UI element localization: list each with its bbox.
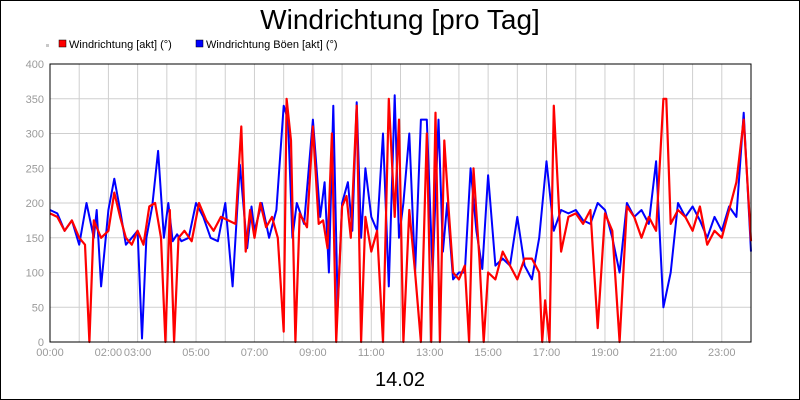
y-axis-labels: 0 50 100 150 200 250 300 350 400 (26, 59, 44, 349)
legend-marker-small (46, 44, 49, 47)
x-axis-labels: 00:00 02:00 03:00 05:00 07:00 09:00 11:00 13:00… (36, 347, 735, 359)
y-tick-label: 400 (26, 59, 44, 71)
y-tick-label: 150 (26, 233, 44, 245)
x-tick-label: 13:00 (416, 347, 444, 359)
x-tick-label: 15:00 (474, 347, 502, 359)
y-tick-label: 100 (26, 268, 44, 280)
legend-swatch-blue (195, 39, 204, 48)
y-tick-label: 350 (26, 94, 44, 106)
plot-border (49, 63, 752, 343)
y-tick-label: 0 (38, 337, 44, 349)
legend-label-blue: Windrichtung Böen [akt] (°) (206, 39, 338, 51)
x-tick-label: 09:00 (299, 347, 327, 359)
x-tick-label: 21:00 (650, 347, 678, 359)
y-tick-label: 300 (26, 129, 44, 141)
legend-swatch-red (58, 39, 67, 48)
x-tick-label: 17:00 (533, 347, 561, 359)
x-tick-label: 02:00 (95, 347, 123, 359)
x-tick-label: 11:00 (358, 347, 385, 359)
chart-title: Windrichtung [pro Tag] (260, 4, 540, 35)
x-tick-label: 19:00 (591, 347, 619, 359)
legend: Windrichtung [akt] (°) Windrichtung Böen… (46, 39, 338, 51)
x-tick-label: 07:00 (241, 347, 269, 359)
y-tick-label: 200 (26, 198, 44, 210)
legend-label-red: Windrichtung [akt] (°) (69, 39, 172, 51)
series-lines (49, 94, 753, 344)
series-line-direction (49, 97, 753, 344)
x-tick-label: 23:00 (708, 347, 736, 359)
x-tick-label: 05:00 (182, 347, 210, 359)
y-tick-label: 250 (26, 163, 44, 175)
x-tick-label: 03:00 (124, 347, 152, 359)
y-tick-label: 50 (32, 302, 44, 314)
date-label: 14.02 (375, 369, 425, 391)
x-tick-label: 00:00 (36, 347, 64, 359)
